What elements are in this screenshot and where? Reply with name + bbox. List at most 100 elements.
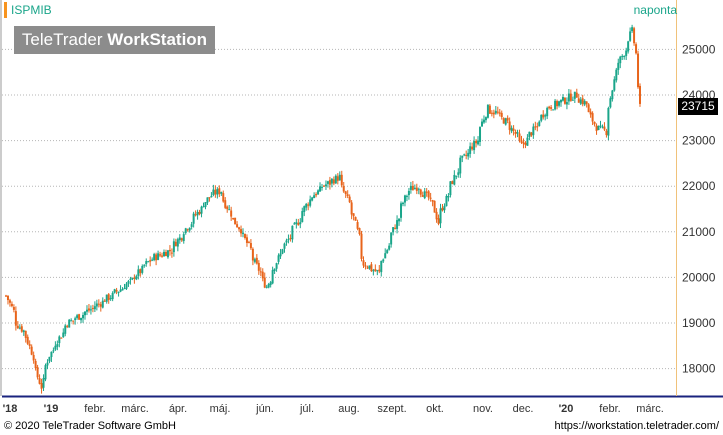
candle-body — [283, 243, 286, 249]
candle-body — [382, 259, 385, 262]
candle-body — [309, 199, 312, 206]
candle-body — [91, 308, 94, 310]
candle-body — [32, 354, 35, 361]
candle-body — [14, 311, 17, 326]
candle-body — [384, 253, 387, 259]
candle-body — [482, 119, 485, 123]
candle-body — [151, 259, 154, 261]
x-tick-label: '20 — [559, 403, 574, 415]
candle-body — [348, 196, 351, 203]
candle-body — [471, 146, 474, 150]
candle-body — [496, 111, 499, 113]
candle-body — [362, 260, 365, 266]
candle-body — [267, 284, 270, 288]
candle-body — [445, 196, 448, 207]
candle-body — [275, 263, 278, 269]
y-tick-label: 18000 — [682, 362, 716, 376]
candle-body — [567, 93, 570, 102]
x-tick-label: aug. — [338, 403, 359, 415]
candle-body — [133, 277, 136, 279]
footer-copyright: © 2020 TeleTrader Software GmbH — [4, 420, 176, 432]
candle-body — [449, 181, 452, 196]
candle-body — [220, 192, 223, 194]
candle-body — [524, 142, 527, 145]
candle-body — [403, 195, 406, 203]
candle-body — [143, 264, 146, 266]
candle-body — [245, 237, 248, 243]
candle-body — [84, 311, 87, 316]
candle-body — [475, 140, 478, 144]
candle-body — [145, 261, 148, 265]
x-tick-label: szept. — [377, 403, 406, 415]
candle-body — [336, 176, 339, 181]
candle-body — [273, 268, 276, 272]
candle-body — [182, 234, 185, 242]
candle-body — [206, 197, 209, 203]
candle-body — [218, 188, 221, 195]
x-tick-label: nov. — [473, 403, 493, 415]
candle-body — [581, 98, 584, 105]
candle-body — [10, 303, 13, 307]
x-tick-label: máj. — [210, 403, 231, 415]
x-tick-label: '18 — [3, 403, 18, 415]
candle-body — [627, 41, 630, 52]
candle-body — [115, 289, 118, 292]
candle-body — [295, 222, 298, 224]
candle-body — [172, 241, 175, 253]
candle-body — [401, 202, 404, 205]
candle-body — [6, 295, 9, 301]
footer-url[interactable]: https://workstation.teletrader.com/ — [554, 420, 719, 432]
candle-body — [111, 292, 114, 300]
candle-body — [561, 96, 564, 101]
candle-body — [368, 265, 371, 269]
candle-body — [153, 254, 156, 261]
period-label[interactable]: naponta — [633, 3, 677, 17]
candle-body — [285, 240, 288, 243]
candle-body — [5, 295, 7, 297]
candle-body — [512, 128, 515, 131]
candle-body — [311, 197, 314, 201]
candle-body — [287, 239, 290, 241]
candle-body — [186, 229, 189, 231]
symbol-label: ISPMIB — [4, 2, 52, 18]
candle-body — [392, 227, 395, 233]
candle-body — [364, 265, 367, 267]
candle-body — [617, 62, 620, 70]
candle-body — [639, 85, 641, 104]
candle-body — [595, 125, 598, 131]
candle-body — [563, 97, 566, 104]
candle-body — [615, 69, 618, 81]
candle-body — [427, 191, 430, 198]
candle-body — [178, 237, 181, 241]
candle-body — [70, 320, 73, 322]
last-price-badge: 23715 — [678, 98, 718, 115]
candle-body — [494, 110, 497, 114]
candle-body — [238, 227, 241, 230]
candle-body — [24, 330, 27, 338]
candle-body — [556, 101, 559, 107]
candle-body — [400, 203, 403, 218]
candle-body — [356, 222, 359, 229]
candle-body — [479, 127, 482, 142]
candle-body — [107, 294, 110, 301]
candle-body — [228, 209, 231, 211]
candle-body — [538, 121, 541, 127]
candle-body — [498, 112, 501, 114]
candle-body — [20, 326, 23, 332]
candle-body — [36, 367, 39, 378]
candle-body — [269, 282, 272, 286]
candle-body — [192, 213, 195, 224]
x-tick-label: júl. — [299, 403, 314, 415]
candle-body — [405, 195, 408, 197]
candle-body — [374, 269, 377, 272]
candle-body — [319, 186, 322, 192]
candle-body — [390, 232, 393, 245]
candle-body — [429, 197, 432, 199]
candle-body — [431, 200, 434, 202]
candle-body — [117, 291, 120, 293]
candle-body — [38, 378, 41, 384]
candle-body — [536, 126, 539, 128]
candle-body — [486, 104, 489, 118]
candle-body — [554, 100, 557, 110]
